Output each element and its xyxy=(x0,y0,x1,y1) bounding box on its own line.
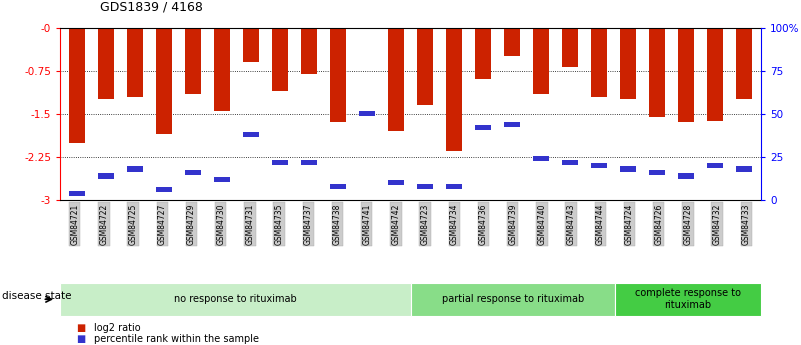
Text: GSM84741: GSM84741 xyxy=(362,204,371,245)
Bar xyxy=(504,121,520,127)
Bar xyxy=(301,159,317,165)
Text: ■: ■ xyxy=(76,334,86,344)
Text: ■: ■ xyxy=(76,324,86,333)
Bar xyxy=(678,28,694,122)
Text: GSM84731: GSM84731 xyxy=(245,204,255,245)
Bar xyxy=(244,132,260,137)
Text: GSM84742: GSM84742 xyxy=(392,204,400,245)
Bar xyxy=(127,167,143,171)
Bar xyxy=(330,184,346,189)
Bar xyxy=(388,28,404,131)
Text: GSM84733: GSM84733 xyxy=(742,204,751,245)
Bar xyxy=(215,177,230,182)
Text: GDS1839 / 4168: GDS1839 / 4168 xyxy=(100,1,203,14)
Text: no response to rituximab: no response to rituximab xyxy=(174,294,296,304)
Bar xyxy=(99,28,115,99)
Bar xyxy=(591,163,606,168)
Bar xyxy=(301,28,317,73)
Text: GSM84737: GSM84737 xyxy=(304,204,313,245)
Text: partial response to rituximab: partial response to rituximab xyxy=(441,294,584,304)
Bar xyxy=(562,159,578,165)
Bar xyxy=(70,28,86,142)
Text: GSM84722: GSM84722 xyxy=(99,204,108,245)
Text: complete response to
rituximab: complete response to rituximab xyxy=(635,288,741,310)
Text: GSM84730: GSM84730 xyxy=(216,204,225,245)
Bar xyxy=(649,28,665,117)
Bar xyxy=(533,28,549,94)
Bar xyxy=(678,173,694,179)
Bar xyxy=(99,173,115,179)
Bar xyxy=(417,184,433,189)
Bar xyxy=(330,28,346,122)
Text: GSM84734: GSM84734 xyxy=(450,204,459,245)
Text: GSM84721: GSM84721 xyxy=(70,204,79,245)
Text: GSM84726: GSM84726 xyxy=(654,204,663,245)
Text: GSM84724: GSM84724 xyxy=(625,204,634,245)
Text: GSM84723: GSM84723 xyxy=(421,204,429,245)
Text: disease state: disease state xyxy=(2,291,72,301)
Bar xyxy=(706,163,723,168)
Bar xyxy=(70,190,86,196)
Bar xyxy=(156,187,172,192)
Text: percentile rank within the sample: percentile rank within the sample xyxy=(94,334,259,344)
Bar xyxy=(272,159,288,165)
Bar xyxy=(533,156,549,161)
Text: GSM84743: GSM84743 xyxy=(566,204,576,245)
Text: log2 ratio: log2 ratio xyxy=(94,324,140,333)
Bar xyxy=(475,125,491,130)
Bar xyxy=(562,28,578,67)
Bar xyxy=(244,28,260,62)
Bar xyxy=(388,180,404,186)
Text: GSM84729: GSM84729 xyxy=(187,204,196,245)
Text: GSM84738: GSM84738 xyxy=(333,204,342,245)
Bar xyxy=(359,28,375,29)
Text: GSM84740: GSM84740 xyxy=(537,204,546,245)
Bar xyxy=(185,28,201,94)
Text: GSM84725: GSM84725 xyxy=(129,204,138,245)
Bar xyxy=(127,28,143,97)
Bar xyxy=(446,28,462,151)
Text: GSM84735: GSM84735 xyxy=(275,204,284,245)
Bar xyxy=(417,28,433,105)
Bar xyxy=(446,184,462,189)
Bar xyxy=(649,170,665,175)
Bar xyxy=(215,28,230,111)
Bar xyxy=(185,170,201,175)
Bar xyxy=(475,28,491,79)
Text: GSM84728: GSM84728 xyxy=(683,204,692,245)
Bar xyxy=(504,28,520,56)
Bar xyxy=(620,167,636,171)
Bar xyxy=(591,28,606,97)
Text: GSM84736: GSM84736 xyxy=(479,204,488,245)
Bar xyxy=(706,28,723,121)
Bar xyxy=(735,167,751,171)
Bar xyxy=(156,28,172,134)
Bar xyxy=(620,28,636,99)
Text: GSM84744: GSM84744 xyxy=(596,204,605,245)
Bar xyxy=(359,111,375,117)
Text: GSM84727: GSM84727 xyxy=(158,204,167,245)
Bar xyxy=(272,28,288,91)
Bar xyxy=(735,28,751,99)
Text: GSM84739: GSM84739 xyxy=(508,204,517,245)
Text: GSM84732: GSM84732 xyxy=(713,204,722,245)
